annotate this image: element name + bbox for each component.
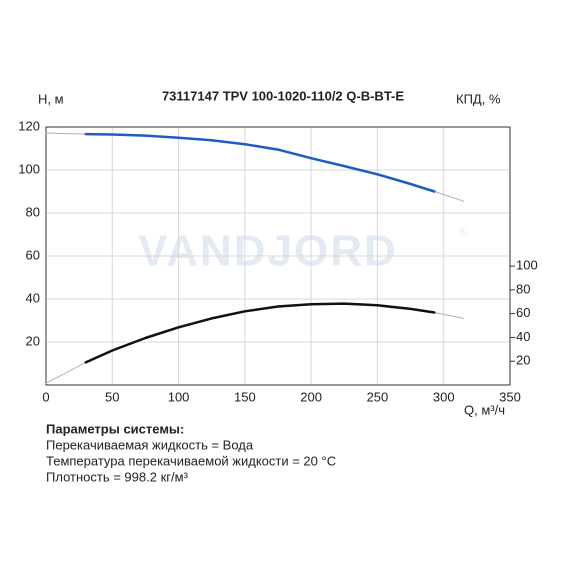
y-tick-label: 40	[26, 290, 40, 305]
curve	[84, 302, 436, 364]
x-tick-label: 200	[300, 389, 322, 404]
x-tick-label: 150	[234, 389, 256, 404]
info-line: Плотность = 998.2 кг/м³	[46, 469, 189, 484]
y-axis-label: H, м	[38, 91, 64, 106]
y-tick-label: 100	[18, 161, 40, 176]
x-tick-label: 100	[168, 389, 190, 404]
y2-tick-label: 20	[516, 353, 530, 368]
y2-axis-label: КПД, %	[456, 91, 501, 106]
info-line: Температура перекачиваемой жидкости = 20…	[46, 453, 336, 468]
curve	[84, 132, 436, 193]
x-tick-label: 350	[499, 389, 521, 404]
x-axis-label: Q, м³/ч	[464, 402, 505, 417]
y-tick-label: 120	[18, 118, 40, 133]
info-title: Параметры системы:	[46, 421, 184, 436]
y-tick-label: 20	[26, 333, 40, 348]
y-tick-label: 80	[26, 204, 40, 219]
x-tick-label: 50	[105, 389, 119, 404]
watermark: VANDJORD	[138, 227, 398, 276]
x-tick-label: 0	[42, 389, 49, 404]
y2-tick-label: 80	[516, 281, 530, 296]
y2-tick-label: 40	[516, 329, 530, 344]
y-tick-label: 60	[26, 247, 40, 262]
curve	[45, 132, 465, 202]
y2-tick-label: 100	[516, 258, 538, 273]
info-line: Перекачиваемая жидкость = Вода	[46, 437, 254, 452]
curve	[45, 303, 465, 384]
watermark-mark: ®	[458, 224, 467, 238]
y2-tick-label: 60	[516, 305, 530, 320]
chart-title: 73117147 TPV 100-1020-110/2 Q-B-BT-E	[162, 88, 404, 103]
x-tick-label: 250	[367, 389, 389, 404]
x-tick-label: 300	[433, 389, 455, 404]
